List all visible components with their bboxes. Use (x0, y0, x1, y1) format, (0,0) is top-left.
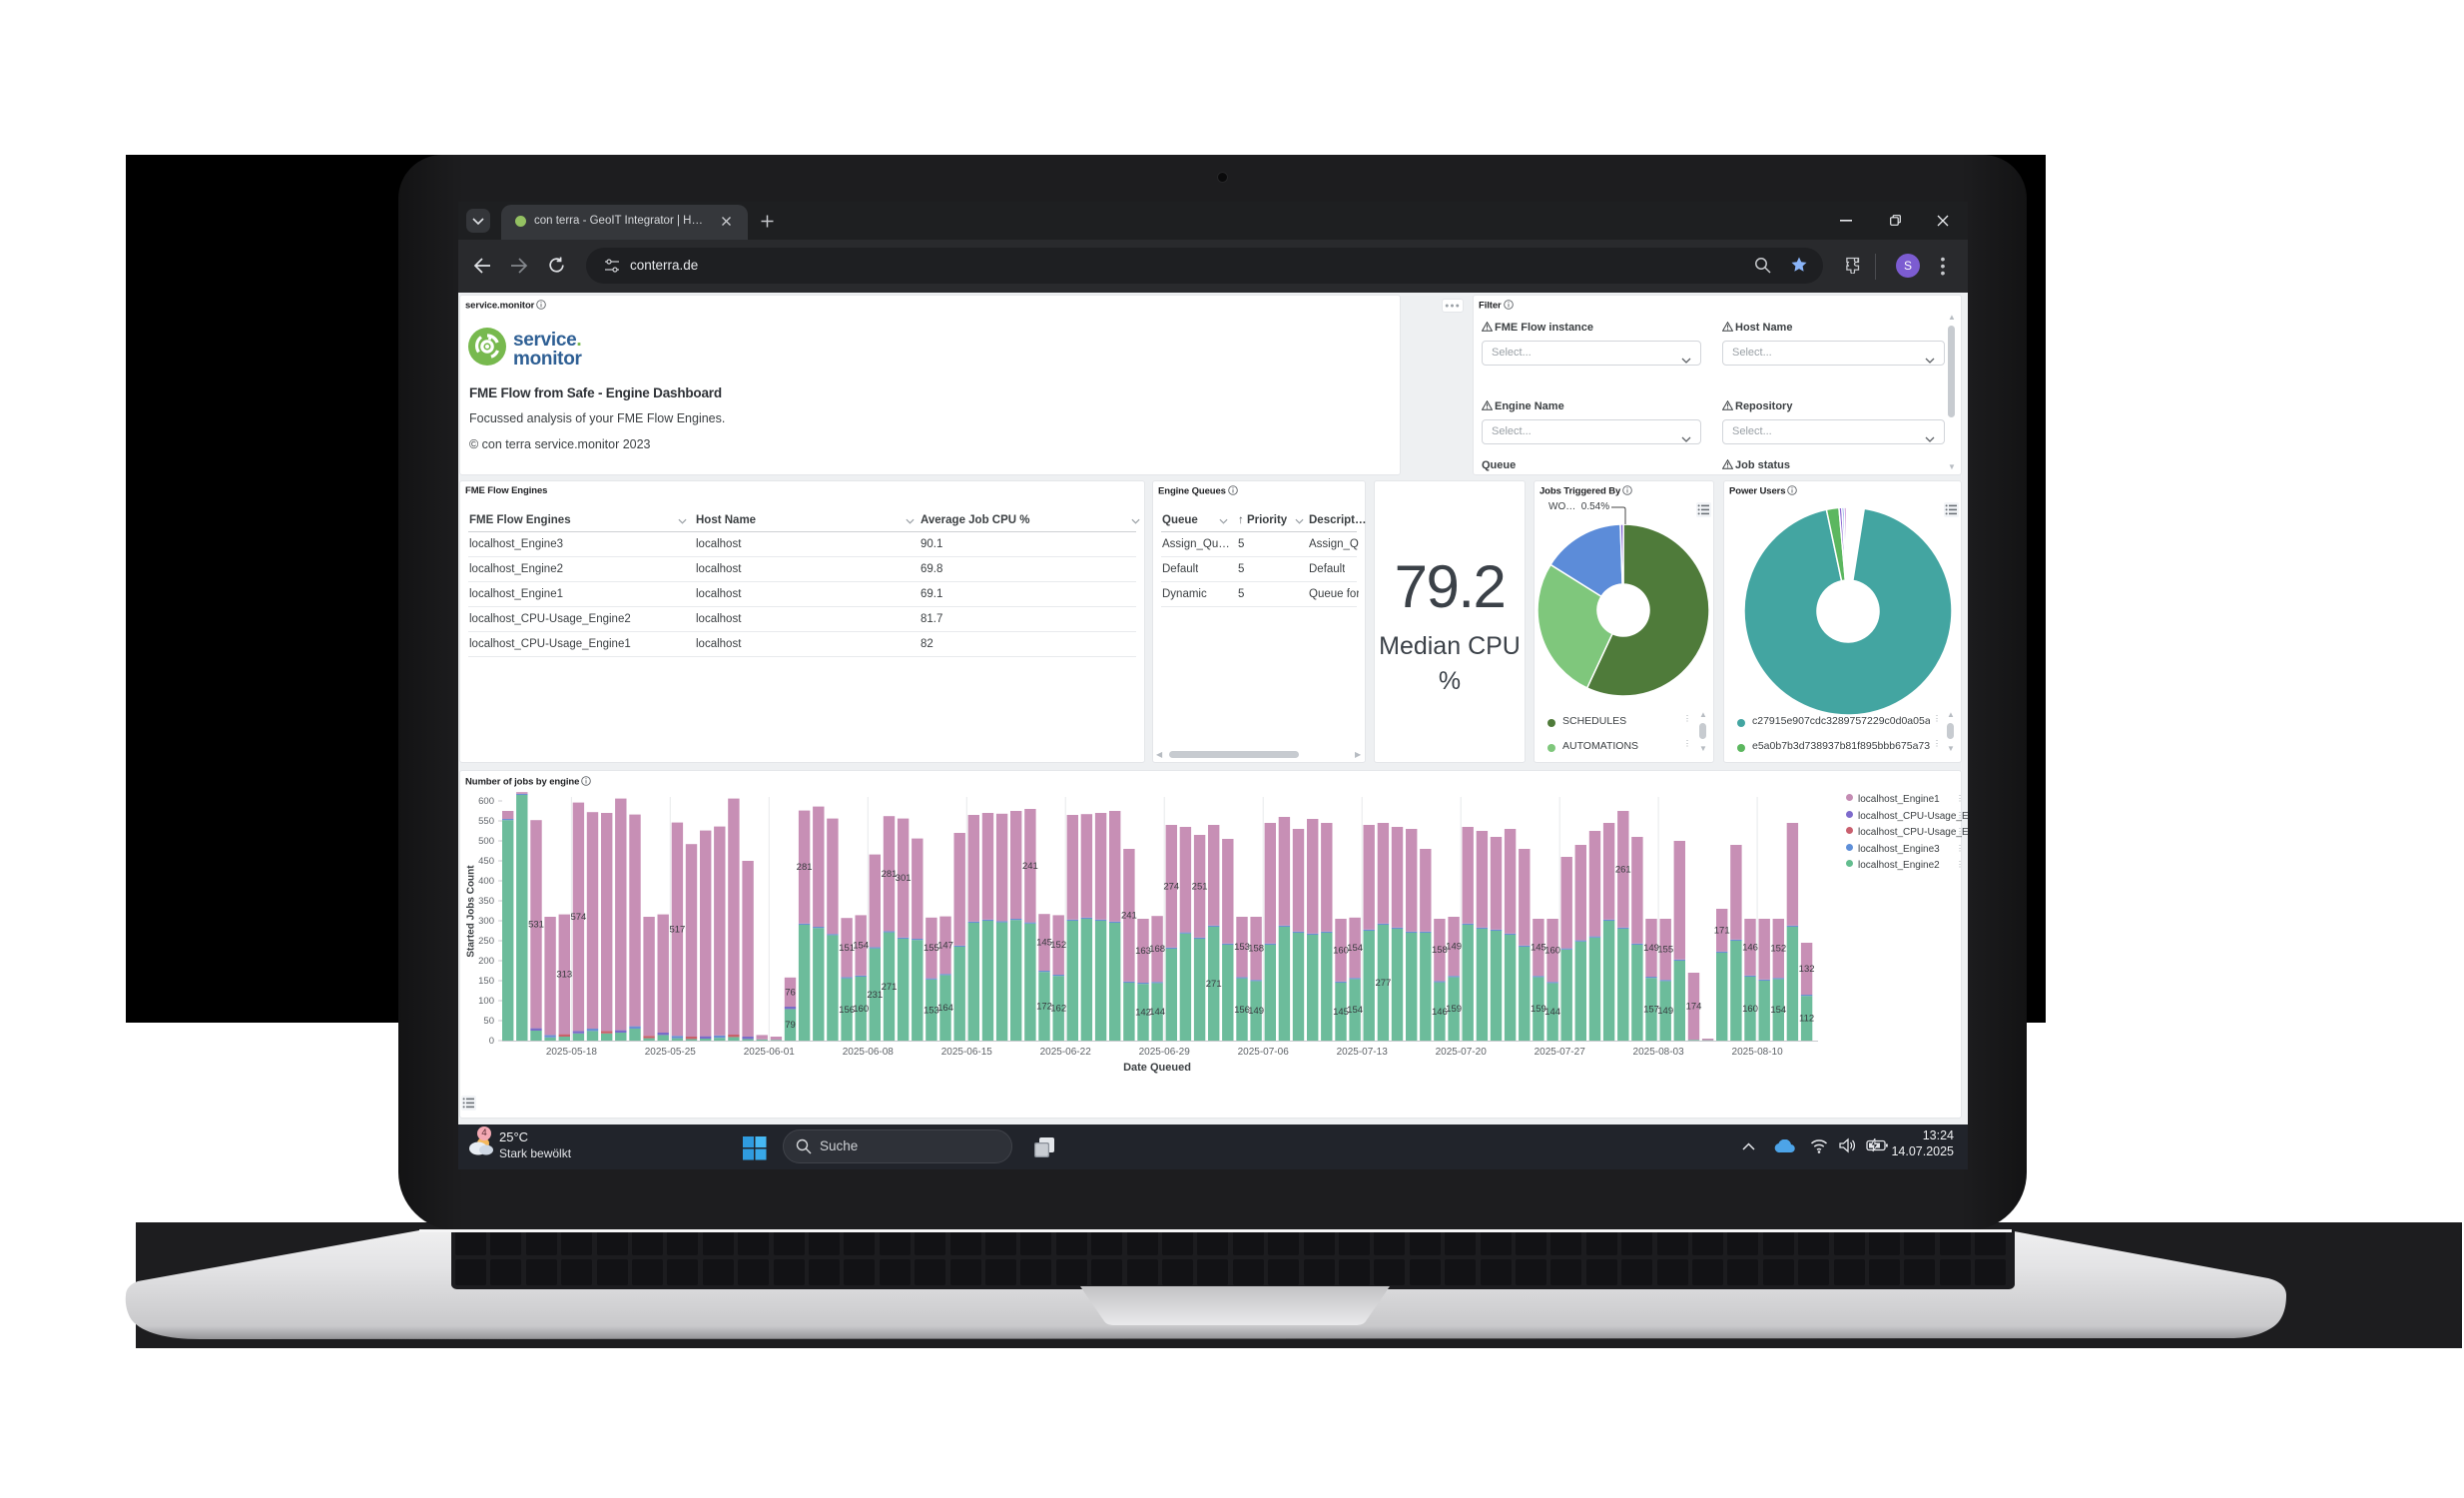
svg-text:112: 112 (1799, 1014, 1814, 1025)
svg-text:160: 160 (1742, 1004, 1758, 1015)
svg-text:152: 152 (1770, 944, 1786, 955)
svg-text:147: 147 (937, 940, 953, 951)
svg-text:2025-07-27: 2025-07-27 (1535, 1047, 1586, 1058)
svg-text:2025-07-13: 2025-07-13 (1337, 1047, 1389, 1058)
svg-text:132: 132 (1799, 964, 1815, 975)
svg-text:231: 231 (867, 990, 883, 1001)
svg-text:158: 158 (1248, 944, 1264, 955)
svg-text:155: 155 (924, 943, 939, 954)
svg-text:154: 154 (1347, 1005, 1363, 1016)
svg-text:144: 144 (1544, 1007, 1560, 1018)
svg-text:300: 300 (478, 916, 494, 927)
svg-text:160: 160 (853, 1004, 869, 1015)
svg-text:274: 274 (1163, 881, 1179, 892)
svg-text:79: 79 (785, 1020, 796, 1031)
svg-text:281: 281 (797, 862, 813, 873)
svg-text:517: 517 (669, 924, 685, 935)
svg-text:2025-06-29: 2025-06-29 (1139, 1047, 1191, 1058)
svg-text:400: 400 (478, 876, 494, 887)
svg-text:2025-05-25: 2025-05-25 (645, 1047, 697, 1058)
svg-text:149: 149 (1446, 942, 1462, 953)
svg-text:531: 531 (528, 919, 544, 930)
svg-text:163: 163 (1135, 946, 1151, 957)
svg-text:2025-07-20: 2025-07-20 (1436, 1047, 1488, 1058)
svg-text:145: 145 (1333, 1007, 1349, 1018)
svg-text:146: 146 (1432, 1007, 1448, 1018)
svg-text:271: 271 (882, 982, 898, 993)
svg-text:313: 313 (556, 970, 572, 981)
svg-text:153: 153 (924, 1005, 939, 1016)
svg-text:149: 149 (1248, 1006, 1264, 1017)
svg-text:0: 0 (489, 1036, 494, 1047)
svg-text:149: 149 (1657, 1006, 1673, 1017)
svg-text:2025-05-18: 2025-05-18 (546, 1047, 598, 1058)
svg-text:2025-06-22: 2025-06-22 (1040, 1047, 1092, 1058)
svg-text:162: 162 (1050, 1004, 1066, 1015)
svg-text:159: 159 (1446, 1004, 1462, 1015)
svg-text:200: 200 (478, 956, 494, 967)
svg-text:261: 261 (1615, 864, 1631, 875)
svg-text:155: 155 (1657, 945, 1673, 956)
svg-text:2025-06-15: 2025-06-15 (941, 1047, 993, 1058)
svg-text:277: 277 (1375, 978, 1391, 989)
svg-text:151: 151 (839, 943, 855, 954)
svg-text:145: 145 (1531, 943, 1546, 954)
svg-text:154: 154 (1770, 1005, 1786, 1016)
svg-text:154: 154 (1347, 943, 1363, 954)
svg-text:271: 271 (1206, 979, 1222, 990)
svg-text:156: 156 (1234, 1005, 1250, 1016)
svg-text:149: 149 (1643, 943, 1659, 954)
svg-text:281: 281 (882, 869, 898, 880)
svg-text:550: 550 (478, 816, 494, 827)
svg-text:2025-06-08: 2025-06-08 (843, 1047, 895, 1058)
svg-text:168: 168 (1149, 944, 1165, 955)
svg-text:158: 158 (1432, 945, 1448, 956)
svg-text:241: 241 (1022, 861, 1038, 872)
svg-text:251: 251 (1192, 881, 1208, 892)
svg-text:76: 76 (785, 987, 796, 998)
svg-text:159: 159 (1531, 1004, 1546, 1015)
svg-text:450: 450 (478, 856, 494, 867)
svg-text:600: 600 (478, 796, 494, 807)
svg-text:164: 164 (937, 1003, 953, 1014)
svg-text:174: 174 (1686, 1002, 1702, 1013)
svg-text:241: 241 (1121, 910, 1137, 921)
svg-text:500: 500 (478, 836, 494, 847)
svg-text:172: 172 (1036, 1002, 1052, 1013)
svg-text:2025-08-03: 2025-08-03 (1633, 1047, 1685, 1058)
svg-text:146: 146 (1742, 942, 1758, 953)
svg-text:150: 150 (478, 976, 494, 987)
svg-text:156: 156 (839, 1005, 855, 1016)
svg-text:50: 50 (483, 1016, 494, 1027)
svg-text:350: 350 (478, 896, 494, 907)
svg-text:301: 301 (896, 873, 912, 884)
svg-text:145: 145 (1036, 938, 1052, 949)
svg-text:154: 154 (853, 941, 869, 952)
svg-text:144: 144 (1149, 1007, 1165, 1018)
svg-text:574: 574 (570, 912, 586, 923)
svg-text:157: 157 (1643, 1005, 1659, 1016)
svg-text:2025-06-01: 2025-06-01 (744, 1047, 796, 1058)
svg-text:152: 152 (1050, 940, 1066, 951)
svg-text:2025-07-06: 2025-07-06 (1238, 1047, 1290, 1058)
svg-text:250: 250 (478, 936, 494, 947)
svg-text:160: 160 (1544, 946, 1560, 957)
svg-text:142: 142 (1135, 1008, 1151, 1019)
svg-text:2025-08-10: 2025-08-10 (1732, 1047, 1784, 1058)
svg-text:153: 153 (1234, 942, 1250, 953)
svg-text:160: 160 (1333, 945, 1349, 956)
svg-text:100: 100 (478, 996, 494, 1007)
svg-text:171: 171 (1714, 925, 1730, 936)
